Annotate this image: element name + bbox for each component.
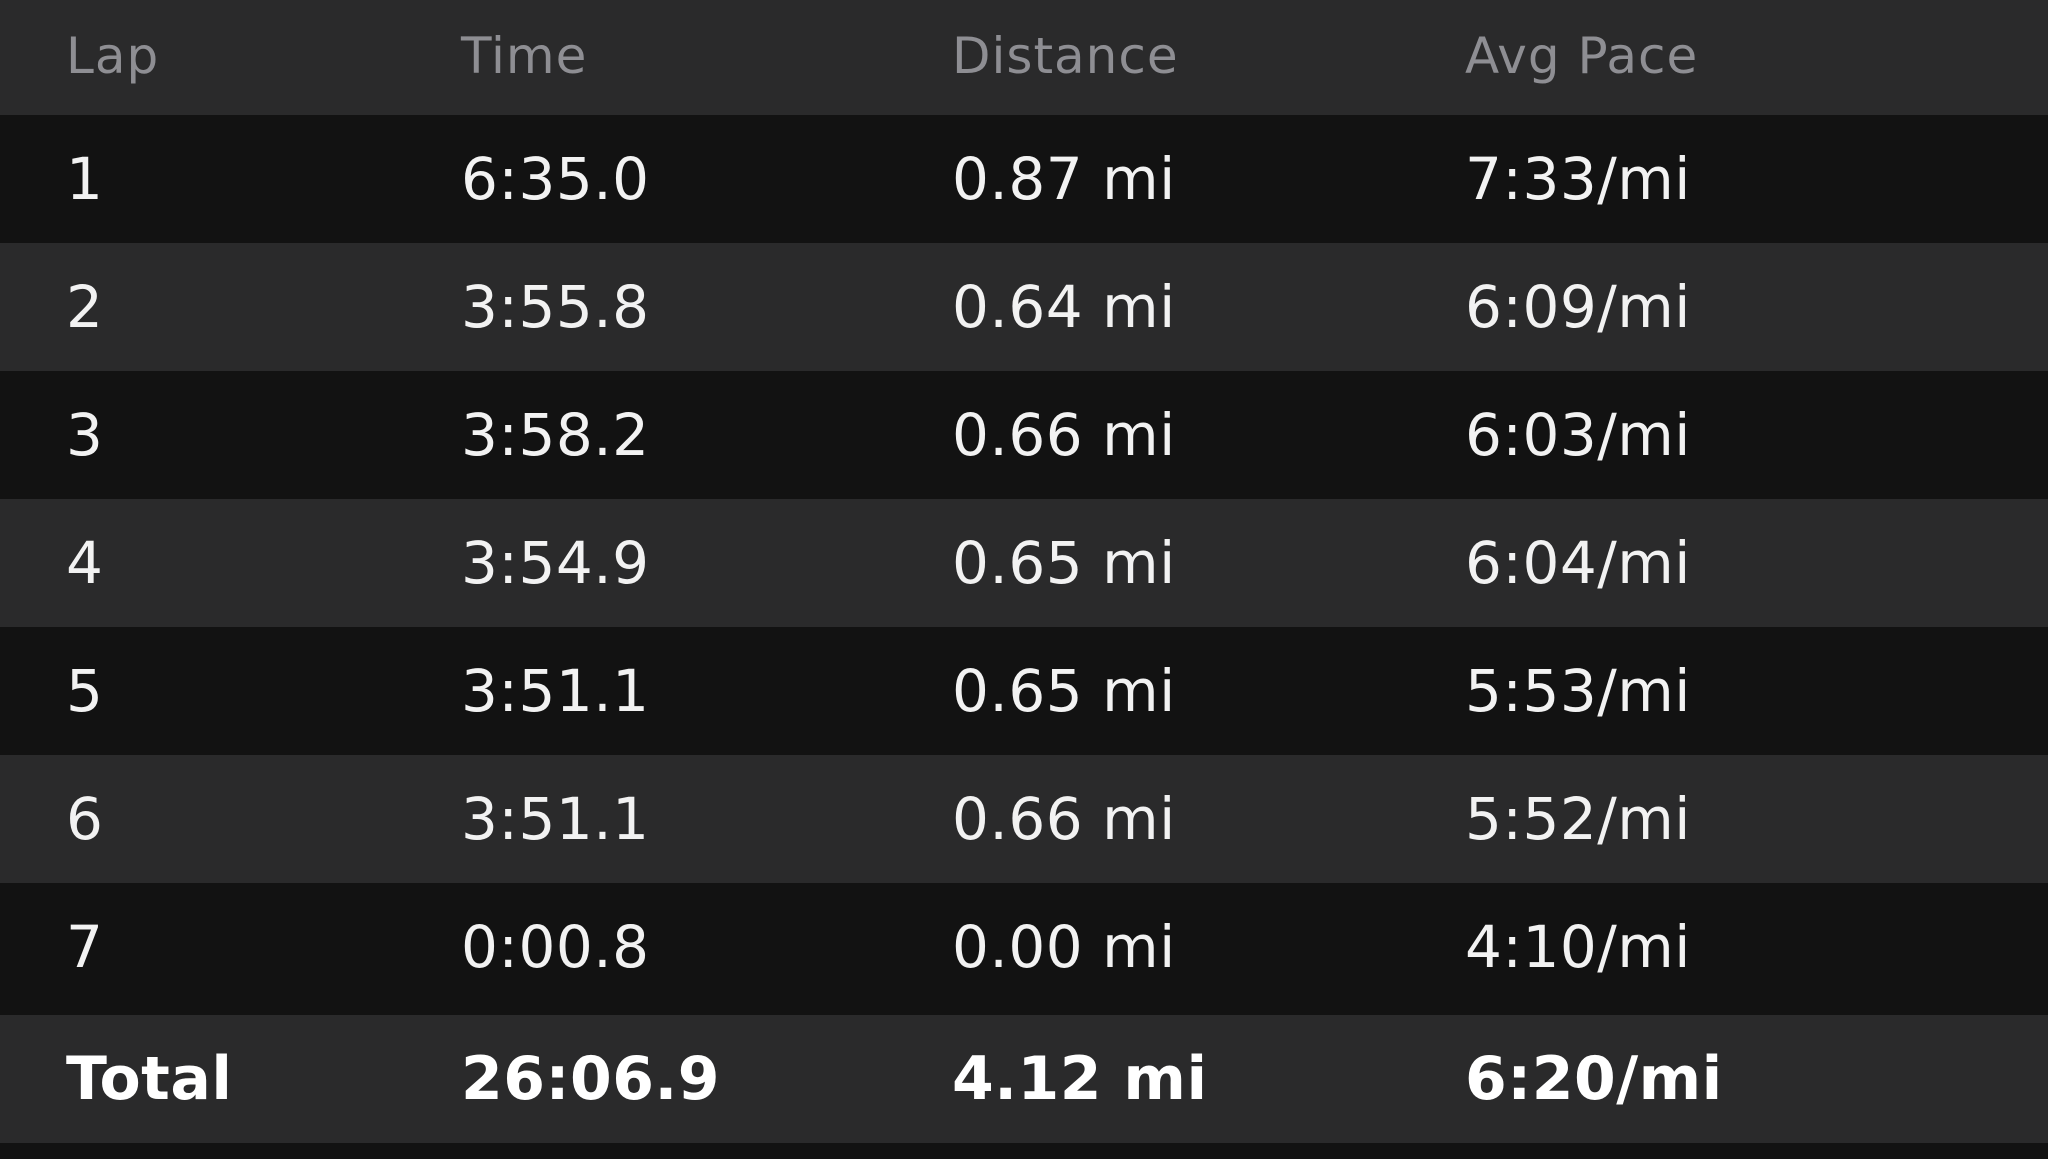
lap-number: 6 xyxy=(66,785,104,853)
lap-avg-pace: 5:53/mi xyxy=(1465,657,1691,725)
table-row: 7 0:00.8 0.00 mi 4:10/mi xyxy=(0,883,2048,1011)
lap-distance: 0.87 mi xyxy=(952,145,1176,213)
total-avg-pace: 6:20/mi xyxy=(1465,1044,1723,1114)
lap-distance: 0.66 mi xyxy=(952,401,1176,469)
lap-distance: 0.65 mi xyxy=(952,657,1176,725)
table-row: 4 3:54.9 0.65 mi 6:04/mi xyxy=(0,499,2048,627)
table-row: 5 3:51.1 0.65 mi 5:53/mi xyxy=(0,627,2048,755)
lap-time: 0:00.8 xyxy=(461,913,650,981)
column-header-lap: Lap xyxy=(66,27,160,85)
column-header-avg-pace: Avg Pace xyxy=(1465,27,1699,85)
lap-distance: 0.66 mi xyxy=(952,785,1176,853)
lap-avg-pace: 5:52/mi xyxy=(1465,785,1691,853)
table-header: Lap Time Distance Avg Pace xyxy=(0,0,2048,115)
lap-time: 3:55.8 xyxy=(461,273,650,341)
lap-number: 4 xyxy=(66,529,104,597)
table-row: 2 3:55.8 0.64 mi 6:09/mi xyxy=(0,243,2048,371)
table-row: 1 6:35.0 0.87 mi 7:33/mi xyxy=(0,115,2048,243)
lap-time: 3:51.1 xyxy=(461,785,650,853)
bottom-edge xyxy=(0,1143,2048,1159)
table-row: 6 3:51.1 0.66 mi 5:52/mi xyxy=(0,755,2048,883)
lap-distance: 0.65 mi xyxy=(952,529,1176,597)
lap-avg-pace: 6:09/mi xyxy=(1465,273,1691,341)
lap-distance: 0.00 mi xyxy=(952,913,1176,981)
lap-number: 5 xyxy=(66,657,104,725)
lap-time: 3:54.9 xyxy=(461,529,650,597)
lap-number: 3 xyxy=(66,401,104,469)
column-header-time: Time xyxy=(461,27,588,85)
lap-time: 3:51.1 xyxy=(461,657,650,725)
total-time: 26:06.9 xyxy=(461,1044,721,1114)
total-row: Total 26:06.9 4.12 mi 6:20/mi xyxy=(0,1015,2048,1143)
lap-distance: 0.64 mi xyxy=(952,273,1176,341)
lap-avg-pace: 6:03/mi xyxy=(1465,401,1691,469)
total-distance: 4.12 mi xyxy=(952,1044,1208,1114)
lap-number: 7 xyxy=(66,913,104,981)
lap-avg-pace: 4:10/mi xyxy=(1465,913,1691,981)
lap-time: 6:35.0 xyxy=(461,145,650,213)
lap-avg-pace: 6:04/mi xyxy=(1465,529,1691,597)
lap-number: 2 xyxy=(66,273,104,341)
lap-number: 1 xyxy=(66,145,104,213)
total-label: Total xyxy=(66,1044,233,1114)
lap-time: 3:58.2 xyxy=(461,401,650,469)
table-row: 3 3:58.2 0.66 mi 6:03/mi xyxy=(0,371,2048,499)
column-header-distance: Distance xyxy=(952,27,1179,85)
lap-avg-pace: 7:33/mi xyxy=(1465,145,1691,213)
